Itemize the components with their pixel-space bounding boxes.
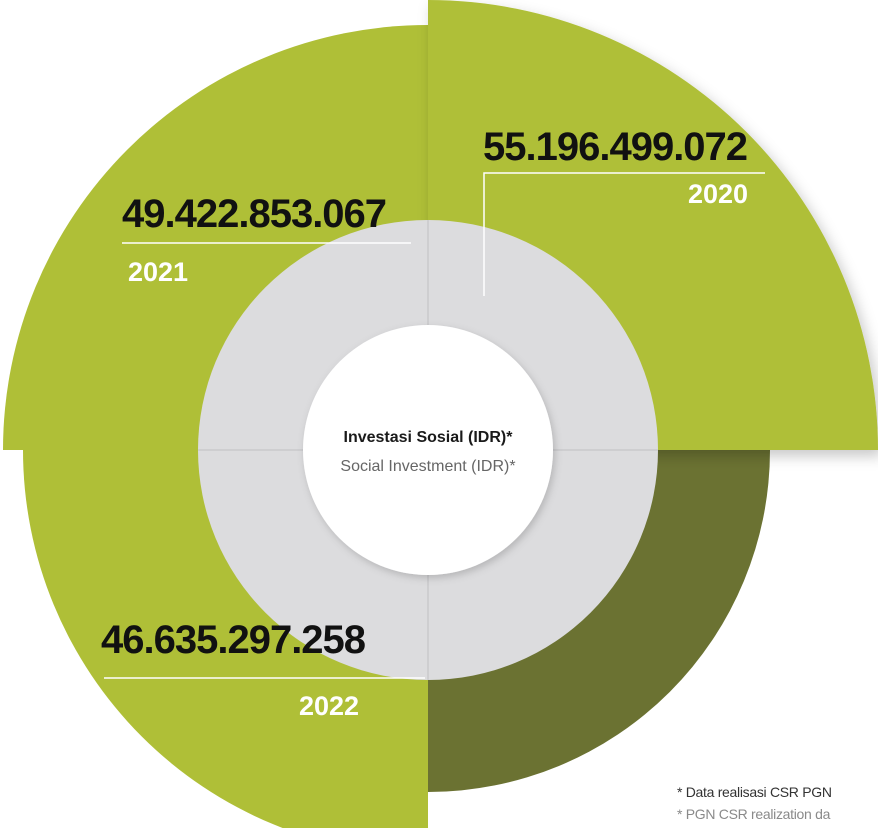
year-label-2020: 2020 — [688, 179, 749, 209]
year-label-2022: 2022 — [299, 691, 360, 721]
value-label-2021: 49.422.853.067 — [122, 192, 387, 236]
value-label-2020: 55.196.499.072 — [483, 125, 748, 169]
footnote-en: * PGN CSR realization da — [677, 806, 831, 822]
footnote-id: * Data realisasi CSR PGN — [677, 784, 832, 800]
center-title: Investasi Sosial (IDR)* — [343, 429, 513, 446]
center-subtitle: Social Investment (IDR)* — [340, 458, 516, 475]
year-label-2021: 2021 — [128, 257, 189, 287]
value-label-2022: 46.635.297.258 — [101, 618, 366, 662]
center-disc — [303, 325, 553, 575]
leader-2020 — [483, 172, 765, 296]
